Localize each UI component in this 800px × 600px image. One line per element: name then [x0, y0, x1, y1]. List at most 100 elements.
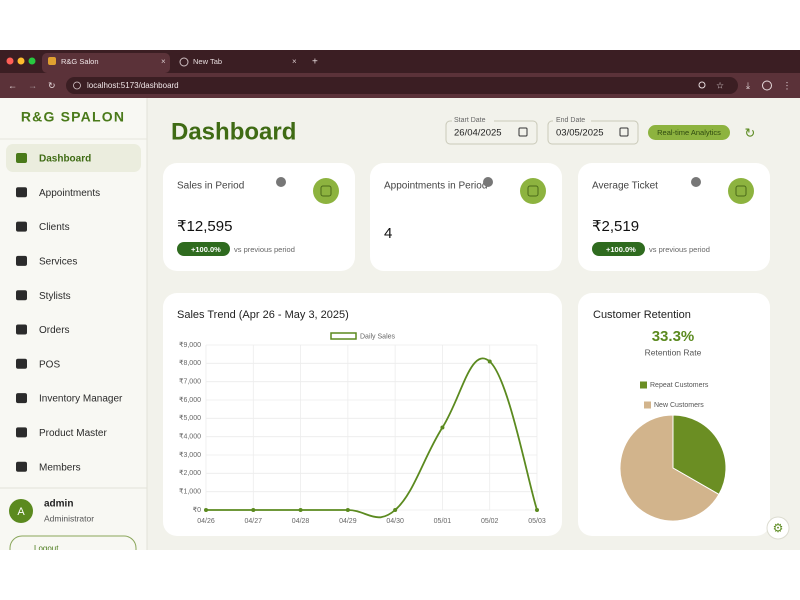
- nav-item[interactable]: Services: [39, 257, 77, 268]
- active-nav-bg: [6, 144, 141, 172]
- y-tick-label: ₹2,000: [179, 469, 201, 477]
- bottom-margin: [0, 550, 800, 600]
- legend-label: Repeat Customers: [650, 382, 709, 389]
- tab-bar: [0, 50, 800, 73]
- tab-title: R&G Salon: [61, 57, 99, 66]
- end-date: 03/05/2025: [556, 128, 604, 139]
- site-info[interactable]: [73, 81, 81, 90]
- chart-title: Customer Retention: [593, 309, 691, 321]
- forward[interactable]: →: [28, 80, 37, 90]
- user-role: Administrator: [44, 513, 94, 523]
- settings-button[interactable]: [766, 516, 790, 540]
- y-tick-label: ₹3,000: [179, 451, 201, 459]
- calendar-icon[interactable]: [518, 127, 528, 137]
- nav-icon: [16, 324, 27, 335]
- back[interactable]: ←: [8, 80, 17, 90]
- nav-icon: [16, 290, 27, 301]
- nav-item[interactable]: Dashboard: [39, 154, 91, 165]
- card-label: Appointments in Period: [384, 181, 487, 192]
- bookmark[interactable]: ☆: [716, 80, 724, 90]
- x-tick-label: 05/02: [481, 518, 499, 525]
- card-label: Average Ticket: [592, 181, 658, 192]
- card-value: ₹12,595: [177, 218, 232, 235]
- change-note: vs previous period: [234, 245, 295, 254]
- info-icon[interactable]: [483, 177, 493, 187]
- y-tick-label: ₹6,000: [179, 396, 201, 404]
- nav-icon: [16, 393, 27, 404]
- nav-item[interactable]: Inventory Manager: [39, 394, 123, 405]
- change-badge: [592, 242, 645, 256]
- nav-item[interactable]: Clients: [39, 222, 70, 233]
- point: [440, 425, 445, 430]
- tab-icon: [179, 57, 189, 67]
- nav-icon: [16, 358, 27, 369]
- x-tick-label: 04/26: [197, 518, 215, 525]
- change-value: +100.0%: [191, 245, 221, 254]
- point: [393, 508, 398, 512]
- end-date-label: End Date: [556, 117, 585, 124]
- nav-item[interactable]: Product Master: [39, 428, 107, 439]
- url-field[interactable]: [66, 77, 738, 94]
- refresh[interactable]: ↻: [745, 125, 756, 140]
- point: [487, 359, 492, 364]
- nav-icon: [16, 427, 27, 438]
- nav-item[interactable]: POS: [39, 359, 60, 370]
- new-tab[interactable]: +: [312, 57, 318, 68]
- nav: Dashboard Appointments Clients Services Styl…: [16, 153, 123, 473]
- x-tick-label: 04/27: [245, 518, 263, 525]
- menu[interactable]: ⋮: [783, 80, 792, 90]
- x-tick-label: 04/30: [386, 518, 404, 525]
- info-icon[interactable]: [276, 177, 286, 187]
- retention-value: 33.3%: [652, 328, 695, 345]
- profile[interactable]: [762, 80, 772, 91]
- nav-icon: [16, 187, 27, 198]
- chart-title: Sales Trend (Apr 26 - May 3, 2025): [177, 309, 349, 321]
- url: localhost:5173/dashboard: [87, 81, 179, 90]
- stat-card: [370, 163, 562, 271]
- tab-close[interactable]: ×: [292, 57, 297, 66]
- tab-title: New Tab: [193, 57, 222, 66]
- active-tab[interactable]: [42, 53, 170, 73]
- cards: Sales in Period ₹12,595 +100.0% vs previous…: [163, 163, 770, 271]
- avatar-letter: A: [17, 506, 25, 518]
- settings-icon: ⚙: [773, 521, 784, 535]
- nav-item[interactable]: Stylists: [39, 291, 71, 302]
- badge: [648, 125, 730, 140]
- download[interactable]: ⤓: [746, 80, 750, 90]
- end-date-field[interactable]: [547, 120, 639, 145]
- card-value: ₹2,519: [592, 218, 639, 235]
- y-tick-label: ₹9,000: [179, 341, 201, 349]
- point: [204, 508, 208, 512]
- min-dot[interactable]: [17, 57, 25, 65]
- nav-item[interactable]: Members: [39, 462, 81, 473]
- legend-swatch: [640, 381, 647, 389]
- card-label: Sales in Period: [177, 181, 244, 192]
- card-icon: [313, 178, 339, 204]
- nav-item[interactable]: Appointments: [39, 188, 100, 199]
- point: [535, 508, 539, 512]
- close-dot[interactable]: [6, 57, 14, 65]
- user-name: admin: [44, 499, 73, 510]
- pie-slice: [672, 414, 727, 496]
- nav-icon: [16, 221, 27, 232]
- card-icon: [728, 178, 754, 204]
- calendar-icon[interactable]: [619, 127, 629, 137]
- tab-close[interactable]: ×: [161, 57, 166, 66]
- change-badge: [177, 242, 230, 256]
- reload[interactable]: ↻: [48, 80, 56, 90]
- y-tick-label: ₹1,000: [179, 488, 201, 496]
- x-tick-label: 05/01: [434, 518, 452, 525]
- pie-slice: [619, 414, 720, 522]
- info-icon[interactable]: [691, 177, 701, 187]
- trend-card: [163, 293, 562, 536]
- brand: R&G SPALON: [21, 109, 125, 125]
- nav-icon: [16, 153, 27, 163]
- card-icon-glyph: [320, 185, 332, 197]
- label-bg: [452, 116, 494, 124]
- nav-item[interactable]: Orders: [39, 325, 70, 336]
- start-date: 26/04/2025: [454, 128, 502, 139]
- max-dot[interactable]: [28, 57, 36, 65]
- zoom-icon[interactable]: [698, 81, 706, 89]
